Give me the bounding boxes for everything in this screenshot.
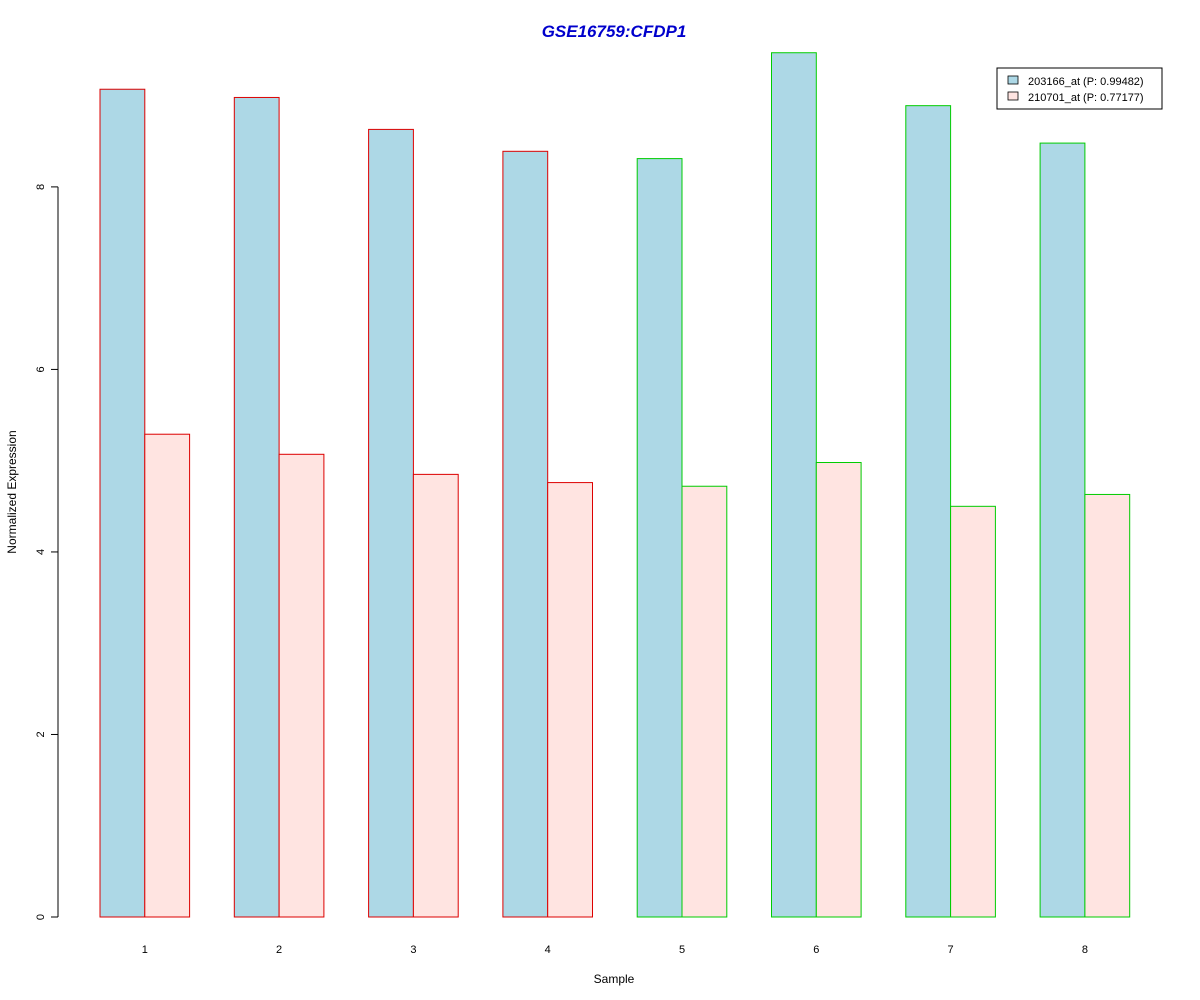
- x-tick-label: 5: [679, 944, 685, 956]
- y-axis-label: Normalized Expression: [5, 430, 19, 553]
- bar-sample-7-series-2: [950, 505, 996, 918]
- bar-sample-5-series-1: [636, 158, 683, 918]
- x-tick-label: 1: [142, 944, 148, 956]
- chart-title: GSE16759:CFDP1: [542, 22, 687, 41]
- bar-sample-2-series-1: [233, 96, 280, 918]
- x-tick-label: 3: [410, 944, 416, 956]
- bar-sample-8-series-1: [1039, 142, 1086, 918]
- x-axis-label: Sample: [594, 972, 635, 986]
- y-tick-label: 2: [35, 731, 47, 737]
- bar-sample-3-series-2: [412, 473, 459, 918]
- y-tick-label: 8: [35, 184, 47, 190]
- x-tick-label: 6: [813, 944, 819, 956]
- x-tick-label: 2: [276, 944, 282, 956]
- bar-sample-6-series-1: [771, 52, 817, 918]
- bars: [99, 52, 1131, 918]
- x-tick-label: 7: [948, 944, 954, 956]
- legend-box: [996, 67, 1163, 110]
- bar-sample-4-series-1: [502, 150, 549, 918]
- legend-label-203166: 203166_at (P: 0.99482): [1028, 76, 1144, 88]
- x-axis-ticks: 1 2 3 4 5 6 7 8: [142, 944, 1088, 956]
- bar-sample-2-series-2: [278, 453, 325, 918]
- legend-swatch-203166: [1007, 75, 1019, 85]
- y-tick-label: 4: [35, 549, 47, 555]
- bar-sample-5-series-2: [681, 485, 728, 918]
- x-tick-label: 4: [545, 944, 551, 956]
- bar-sample-1-series-1: [99, 88, 146, 918]
- y-axis-ticks: 0 2 4 6 8: [35, 184, 58, 920]
- y-tick-label: 6: [35, 366, 47, 372]
- legend-label-210701: 210701_at (P: 0.77177): [1028, 92, 1144, 104]
- bar-sample-1-series-2: [144, 433, 191, 918]
- bar-sample-6-series-2: [815, 462, 862, 918]
- legend-swatch-210701: [1007, 91, 1019, 101]
- bar-sample-3-series-1: [368, 128, 414, 918]
- x-tick-label: 8: [1082, 944, 1088, 956]
- y-tick-label: 0: [35, 914, 47, 920]
- bar-sample-4-series-2: [547, 482, 594, 918]
- bar-sample-8-series-2: [1084, 493, 1131, 918]
- bar-sample-7-series-1: [905, 105, 952, 918]
- legend: 203166_at (P: 0.99482) 210701_at (P: 0.7…: [996, 67, 1163, 110]
